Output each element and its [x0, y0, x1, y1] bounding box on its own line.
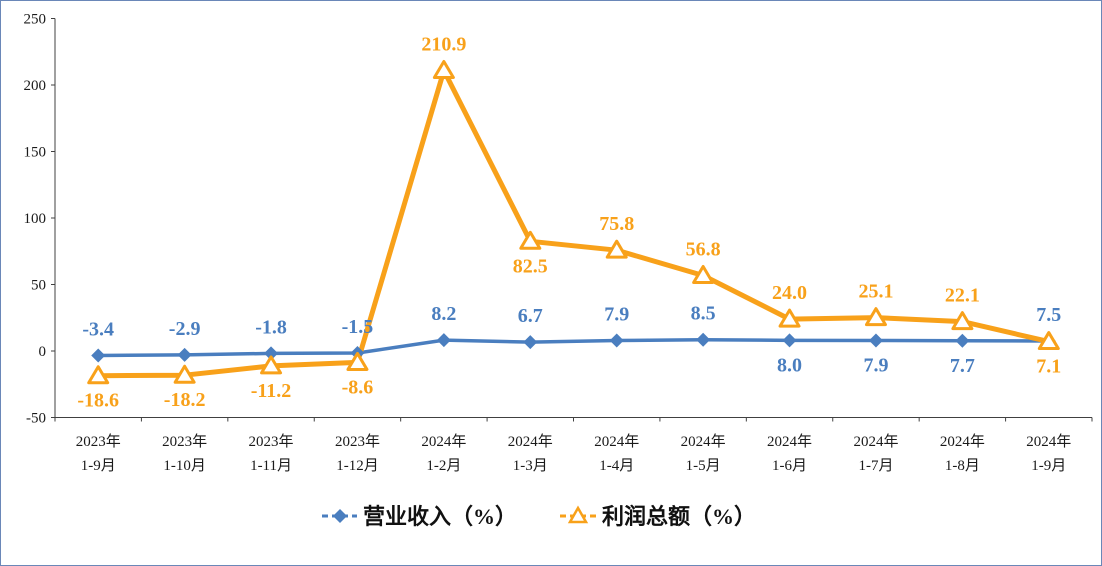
diamond-marker [609, 333, 624, 348]
x-tick-label-period: 1-9月 [81, 458, 116, 474]
x-tick-label-period: 1-11月 [250, 458, 292, 474]
x-tick-label-year: 2023年 [249, 433, 294, 450]
data-label-revenue: -1.5 [342, 316, 374, 338]
diamond-marker [91, 348, 106, 363]
data-label-revenue: 7.5 [1036, 304, 1061, 326]
data-label-profit: 75.8 [599, 213, 634, 235]
axes [51, 18, 1093, 422]
legend-item-revenue: 营业收入（%） [322, 504, 517, 529]
y-tick-label: 100 [24, 211, 47, 227]
data-label-profit: -18.2 [164, 389, 206, 411]
data-label-profit: -8.6 [342, 376, 374, 398]
diamond-marker [436, 333, 451, 348]
x-tick-label-year: 2024年 [508, 433, 553, 450]
data-label-revenue: 7.9 [863, 354, 888, 376]
data-label-profit: -11.2 [251, 380, 292, 402]
x-tick-label-period: 1-9月 [1031, 458, 1066, 474]
triangle-marker [692, 264, 715, 284]
data-label-revenue: -3.4 [82, 319, 114, 341]
triangle-marker [173, 364, 196, 384]
x-tick-label-year: 2024年 [421, 433, 466, 450]
x-tick-label-period: 1-7月 [858, 458, 893, 474]
x-tick-label-year: 2023年 [162, 433, 207, 450]
x-tick-label-period: 1-6月 [772, 458, 807, 474]
series-lines [95, 68, 1052, 379]
data-label-revenue: -2.9 [169, 318, 201, 340]
diamond-marker [264, 346, 279, 361]
x-tick-label-period: 1-5月 [686, 458, 721, 474]
x-tick-label-year: 2023年 [335, 433, 380, 450]
diamond-marker [782, 333, 797, 348]
x-tick-label-year: 2023年 [76, 433, 121, 450]
x-tick-label-year: 2024年 [1026, 433, 1071, 450]
diamond-marker [696, 332, 711, 347]
triangle-marker [605, 239, 628, 259]
triangle-marker [864, 307, 887, 327]
triangle-marker [778, 308, 801, 328]
legend-diamond-marker-icon [333, 509, 347, 523]
triangle-marker [1037, 331, 1060, 351]
x-tick-label-year: 2024年 [594, 433, 639, 450]
x-tick-label-year: 2024年 [767, 433, 812, 450]
data-label-revenue: 8.5 [691, 303, 716, 325]
series-line-profit [95, 68, 1052, 379]
data-label-profit: 210.9 [421, 34, 466, 56]
legend: 营业收入（%） 利润总额（%） [322, 504, 756, 529]
y-tick-label: -50 [26, 411, 46, 427]
data-label-profit: -18.6 [77, 390, 119, 412]
series-line-revenue [96, 337, 1051, 358]
x-tick-label-period: 1-12月 [336, 458, 379, 474]
diamond-marker [868, 333, 883, 348]
triangle-marker [951, 311, 974, 331]
triangle-marker [432, 60, 455, 80]
y-axis-tick-labels: -50 0 50 100 150 200 250 [24, 12, 47, 427]
x-tick-label-period: 1-3月 [513, 458, 548, 474]
data-label-revenue: 7.9 [604, 303, 629, 325]
y-tick-label: 0 [39, 344, 47, 360]
data-label-revenue: 8.2 [431, 303, 456, 325]
data-label-profit: 82.5 [513, 255, 548, 277]
data-label-revenue: -1.8 [255, 316, 287, 338]
x-axis-tick-labels: 2023年 1-9月 2023年 1-10月 2023年 1-11月 2023年 1-12月 2… [76, 433, 1072, 474]
data-label-revenue: 6.7 [518, 305, 543, 327]
legend-label-revenue: 营业收入（%） [363, 504, 517, 529]
diamond-marker [955, 333, 970, 348]
y-tick-label: 150 [24, 145, 47, 161]
data-label-profit: 56.8 [686, 238, 721, 260]
triangle-marker [346, 351, 369, 371]
data-label-profit: 7.1 [1036, 356, 1061, 378]
triangle-marker [87, 365, 110, 385]
x-tick-label-period: 1-2月 [426, 458, 461, 474]
data-label-profit: 25.1 [858, 281, 893, 303]
y-tick-label: 200 [24, 78, 47, 94]
series-markers [87, 60, 1060, 385]
x-tick-label-year: 2024年 [940, 433, 985, 450]
x-tick-label-period: 1-4月 [599, 458, 634, 474]
x-tick-label-period: 1-10月 [163, 458, 206, 474]
data-label-profit: 22.1 [945, 285, 980, 307]
triangle-marker [260, 355, 283, 375]
x-tick-label-period: 1-8月 [945, 458, 980, 474]
legend-triangle-marker-icon [567, 505, 589, 524]
y-tick-label: 250 [24, 12, 47, 28]
data-label-profit: 24.0 [772, 282, 807, 304]
legend-label-profit: 利润总额（%） [602, 504, 756, 529]
data-label-revenue: 8.0 [777, 354, 802, 376]
x-tick-label-year: 2024年 [853, 433, 898, 450]
legend-item-profit: 利润总额（%） [560, 504, 756, 529]
y-tick-label: 50 [31, 278, 46, 294]
diamond-marker [177, 347, 192, 362]
triangle-marker [519, 230, 542, 250]
data-label-revenue: 7.7 [950, 355, 975, 377]
x-tick-label-year: 2024年 [681, 433, 726, 450]
diamond-marker [523, 335, 538, 350]
data-labels: -3.4 -2.9 -1.8 -1.5 8.2 6.7 7.9 8.5 8.0 7.9 7.7 7.5… [77, 34, 1061, 412]
